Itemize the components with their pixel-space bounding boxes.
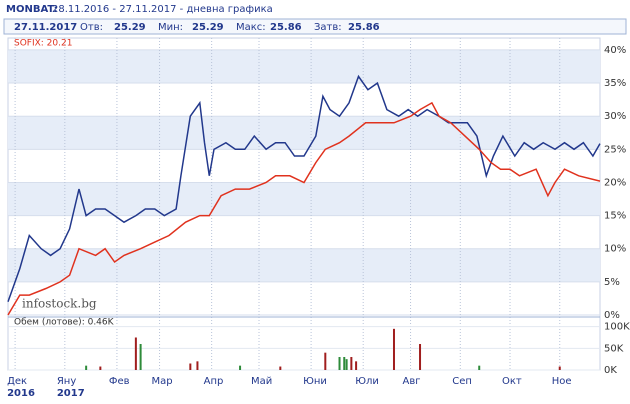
y-tick-label: 20% — [604, 177, 626, 188]
volume-bar — [196, 361, 199, 370]
line — [7, 101, 601, 316]
quote-bar — [3, 18, 627, 35]
quote-value: 25.29 — [192, 22, 224, 33]
volume-bar — [134, 337, 137, 370]
y-tick-label: 5% — [604, 277, 620, 288]
y-tick-label: 10% — [604, 244, 626, 255]
quote-date: 27.11.2017 — [14, 22, 77, 33]
x-tick-label: Дек — [7, 376, 27, 387]
quote-value: 25.29 — [114, 22, 146, 33]
x-tick-label: Сеп — [452, 376, 472, 387]
y-tick-label: 30% — [604, 111, 626, 122]
quote-label: Макс: — [236, 22, 266, 33]
y-tick-label: 35% — [604, 78, 626, 89]
x-tick-label: Яну — [57, 376, 76, 387]
volume-bar — [239, 365, 242, 370]
volume-bar — [478, 365, 481, 370]
band — [8, 49, 600, 84]
y-tick-label: 100K — [604, 322, 630, 333]
annotation: SOFIX: 20.21 — [14, 39, 72, 49]
y-tick-label: 50K — [604, 343, 624, 354]
quote-label: Мин: — [158, 22, 183, 33]
volume-bar — [189, 363, 192, 370]
quote-value: 25.86 — [348, 22, 380, 33]
volume-bar — [139, 344, 142, 370]
x-tick-label: Юни — [303, 376, 327, 387]
volume-bar — [558, 366, 561, 370]
x-tick-label: Май — [251, 376, 272, 387]
volume-bar — [355, 361, 358, 370]
volume-bar — [324, 352, 327, 370]
band — [8, 248, 600, 282]
y-tick-label: 0% — [604, 310, 620, 321]
y-tick-label: 0K — [604, 365, 617, 376]
volume-bar — [345, 359, 348, 370]
x-tick-label: Фев — [109, 376, 130, 387]
x-tick-year: 2016 — [7, 388, 35, 399]
x-tick-label: Окт — [502, 376, 522, 387]
x-tick-label: Апр — [204, 376, 224, 387]
band — [8, 116, 600, 150]
volume-bar — [279, 366, 282, 370]
date-range: 28.11.2016 - 27.11.2017 - дневна графика — [52, 4, 273, 15]
band — [8, 182, 600, 216]
watermark: infostock.bg — [22, 297, 97, 311]
x-tick-label: Мар — [152, 376, 173, 387]
symbol: MONBAT: — [6, 4, 58, 15]
volume-title: Обем (лотове): 0.46K — [14, 318, 115, 328]
line — [7, 74, 601, 302]
quote-value: 25.86 — [270, 22, 302, 33]
volume-bar — [343, 357, 346, 370]
volume-bar — [392, 328, 395, 370]
y-tick-label: 40% — [604, 45, 626, 56]
volume-bar — [85, 365, 88, 370]
x-tick-year: 2017 — [57, 388, 85, 399]
x-tick-label: Ное — [552, 376, 572, 387]
volume-bar — [350, 357, 353, 370]
quote-label: Затв: — [314, 22, 342, 33]
x-tick-label: Юли — [355, 376, 379, 387]
volume-bar — [419, 344, 422, 370]
y-tick-label: 25% — [604, 144, 626, 155]
x-tick-label: Авг — [403, 376, 421, 387]
quote-label: Отв: — [80, 22, 103, 33]
volume-bar — [99, 366, 102, 370]
volume-bar — [338, 357, 341, 370]
y-tick-label: 15% — [604, 211, 626, 222]
